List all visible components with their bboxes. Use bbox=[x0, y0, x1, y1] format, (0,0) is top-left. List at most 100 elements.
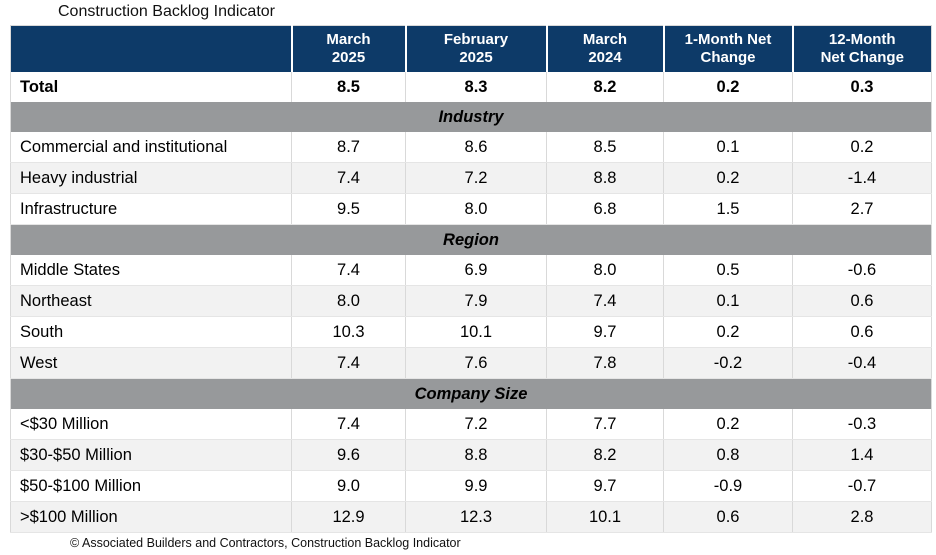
value-cell: 12.3 bbox=[405, 501, 547, 533]
value-cell: -1.4 bbox=[792, 162, 932, 194]
value-cell: 0.8 bbox=[663, 439, 793, 471]
value-cell: 6.9 bbox=[405, 255, 547, 286]
table-row: <$30 Million 7.4 7.2 7.7 0.2 -0.3 bbox=[10, 409, 932, 440]
row-label: $50-$100 Million bbox=[10, 470, 292, 502]
value-cell: 8.0 bbox=[546, 255, 664, 286]
value-cell: 9.7 bbox=[546, 316, 664, 348]
value-cell: 8.5 bbox=[546, 132, 664, 163]
value-cell: -0.9 bbox=[663, 470, 793, 502]
row-label: Middle States bbox=[10, 255, 292, 286]
row-label: Northeast bbox=[10, 285, 292, 317]
value-cell: 7.2 bbox=[405, 409, 547, 440]
header-line: 1-Month Net bbox=[684, 31, 772, 48]
row-label: Heavy industrial bbox=[10, 162, 292, 194]
header-cell: 1-Month Net Change bbox=[662, 25, 793, 72]
value-cell: 7.8 bbox=[546, 347, 664, 379]
header-cell-empty bbox=[10, 25, 292, 72]
header-cell: March 2025 bbox=[290, 25, 406, 72]
section-title: Company Size bbox=[10, 378, 932, 409]
table-row: Heavy industrial 7.4 7.2 8.8 0.2 -1.4 bbox=[10, 162, 932, 194]
header-row: March 2025 February 2025 March 2024 1-Month Ne… bbox=[10, 25, 932, 72]
header-cell: February 2025 bbox=[404, 25, 547, 72]
value-cell: 7.9 bbox=[405, 285, 547, 317]
table-body: Total 8.5 8.3 8.2 0.2 0.3 Industry Commercial a… bbox=[10, 72, 932, 533]
value-cell: 0.2 bbox=[663, 316, 793, 348]
value-cell: -0.4 bbox=[792, 347, 932, 379]
table-row: Commercial and institutional 8.7 8.6 8.5 0.1… bbox=[10, 132, 932, 163]
value-cell: 8.3 bbox=[405, 72, 547, 102]
value-cell: 0.6 bbox=[792, 285, 932, 317]
value-cell: 12.9 bbox=[291, 501, 406, 533]
value-cell: 9.0 bbox=[291, 470, 406, 502]
value-cell: 10.3 bbox=[291, 316, 406, 348]
row-label: Total bbox=[10, 72, 292, 102]
header-cell: 12-Month Net Change bbox=[791, 25, 932, 72]
value-cell: 0.3 bbox=[792, 72, 932, 102]
value-cell: 0.2 bbox=[663, 72, 793, 102]
total-row: Total 8.5 8.3 8.2 0.2 0.3 bbox=[10, 72, 932, 102]
value-cell: 2.7 bbox=[792, 193, 932, 225]
section-title: Industry bbox=[10, 102, 932, 132]
value-cell: 8.8 bbox=[405, 439, 547, 471]
value-cell: 9.5 bbox=[291, 193, 406, 225]
value-cell: 7.4 bbox=[291, 255, 406, 286]
page-title: Construction Backlog Indicator bbox=[58, 3, 275, 20]
value-cell: -0.2 bbox=[663, 347, 793, 379]
section-band-row: Industry bbox=[10, 102, 932, 132]
header-line: 2025 bbox=[459, 49, 493, 66]
value-cell: 7.2 bbox=[405, 162, 547, 194]
table-row: $50-$100 Million 9.0 9.9 9.7 -0.9 -0.7 bbox=[10, 470, 932, 502]
header-cell: March 2024 bbox=[545, 25, 664, 72]
value-cell: -0.7 bbox=[792, 470, 932, 502]
value-cell: 8.2 bbox=[546, 72, 664, 102]
table-row: Infrastructure 9.5 8.0 6.8 1.5 2.7 bbox=[10, 193, 932, 225]
row-label: Infrastructure bbox=[10, 193, 292, 225]
table-header: March 2025 February 2025 March 2024 1-Month Ne… bbox=[10, 25, 932, 72]
value-cell: 9.7 bbox=[546, 470, 664, 502]
backlog-table: March 2025 February 2025 March 2024 1-Month Ne… bbox=[10, 25, 932, 533]
table-row: South 10.3 10.1 9.7 0.2 0.6 bbox=[10, 316, 932, 348]
value-cell: 7.4 bbox=[291, 409, 406, 440]
value-cell: 0.1 bbox=[663, 132, 793, 163]
value-cell: 8.2 bbox=[546, 439, 664, 471]
table-row: Northeast 8.0 7.9 7.4 0.1 0.6 bbox=[10, 285, 932, 317]
value-cell: 0.1 bbox=[663, 285, 793, 317]
value-cell: 0.2 bbox=[663, 162, 793, 194]
section-title: Region bbox=[10, 224, 932, 255]
value-cell: 8.8 bbox=[546, 162, 664, 194]
value-cell: 6.8 bbox=[546, 193, 664, 225]
header-line: 12-Month bbox=[828, 31, 896, 48]
attribution-text: © Associated Builders and Contractors, C… bbox=[70, 536, 461, 550]
value-cell: 8.5 bbox=[291, 72, 406, 102]
value-cell: 9.6 bbox=[291, 439, 406, 471]
value-cell: -0.3 bbox=[792, 409, 932, 440]
table-row: >$100 Million 12.9 12.3 10.1 0.6 2.8 bbox=[10, 501, 932, 533]
value-cell: 10.1 bbox=[546, 501, 664, 533]
row-label: West bbox=[10, 347, 292, 379]
value-cell: 0.2 bbox=[792, 132, 932, 163]
section-band-row: Region bbox=[10, 224, 932, 255]
row-label: >$100 Million bbox=[10, 501, 292, 533]
table-row: Middle States 7.4 6.9 8.0 0.5 -0.6 bbox=[10, 255, 932, 286]
header-line: 2024 bbox=[588, 49, 622, 66]
value-cell: 1.4 bbox=[792, 439, 932, 471]
value-cell: 2.8 bbox=[792, 501, 932, 533]
value-cell: 10.1 bbox=[405, 316, 547, 348]
value-cell: 8.0 bbox=[405, 193, 547, 225]
header-line: February bbox=[443, 31, 509, 48]
row-label: $30-$50 Million bbox=[10, 439, 292, 471]
section-band-row: Company Size bbox=[10, 378, 932, 409]
value-cell: 7.4 bbox=[291, 347, 406, 379]
value-cell: -0.6 bbox=[792, 255, 932, 286]
value-cell: 7.4 bbox=[291, 162, 406, 194]
value-cell: 1.5 bbox=[663, 193, 793, 225]
header-line: Change bbox=[700, 49, 756, 66]
table-row: $30-$50 Million 9.6 8.8 8.2 0.8 1.4 bbox=[10, 439, 932, 471]
value-cell: 7.4 bbox=[546, 285, 664, 317]
value-cell: 0.2 bbox=[663, 409, 793, 440]
value-cell: 0.6 bbox=[663, 501, 793, 533]
header-line: 2025 bbox=[331, 49, 366, 66]
header-line: Net Change bbox=[820, 49, 904, 66]
value-cell: 0.6 bbox=[792, 316, 932, 348]
header-line: March bbox=[582, 31, 628, 48]
